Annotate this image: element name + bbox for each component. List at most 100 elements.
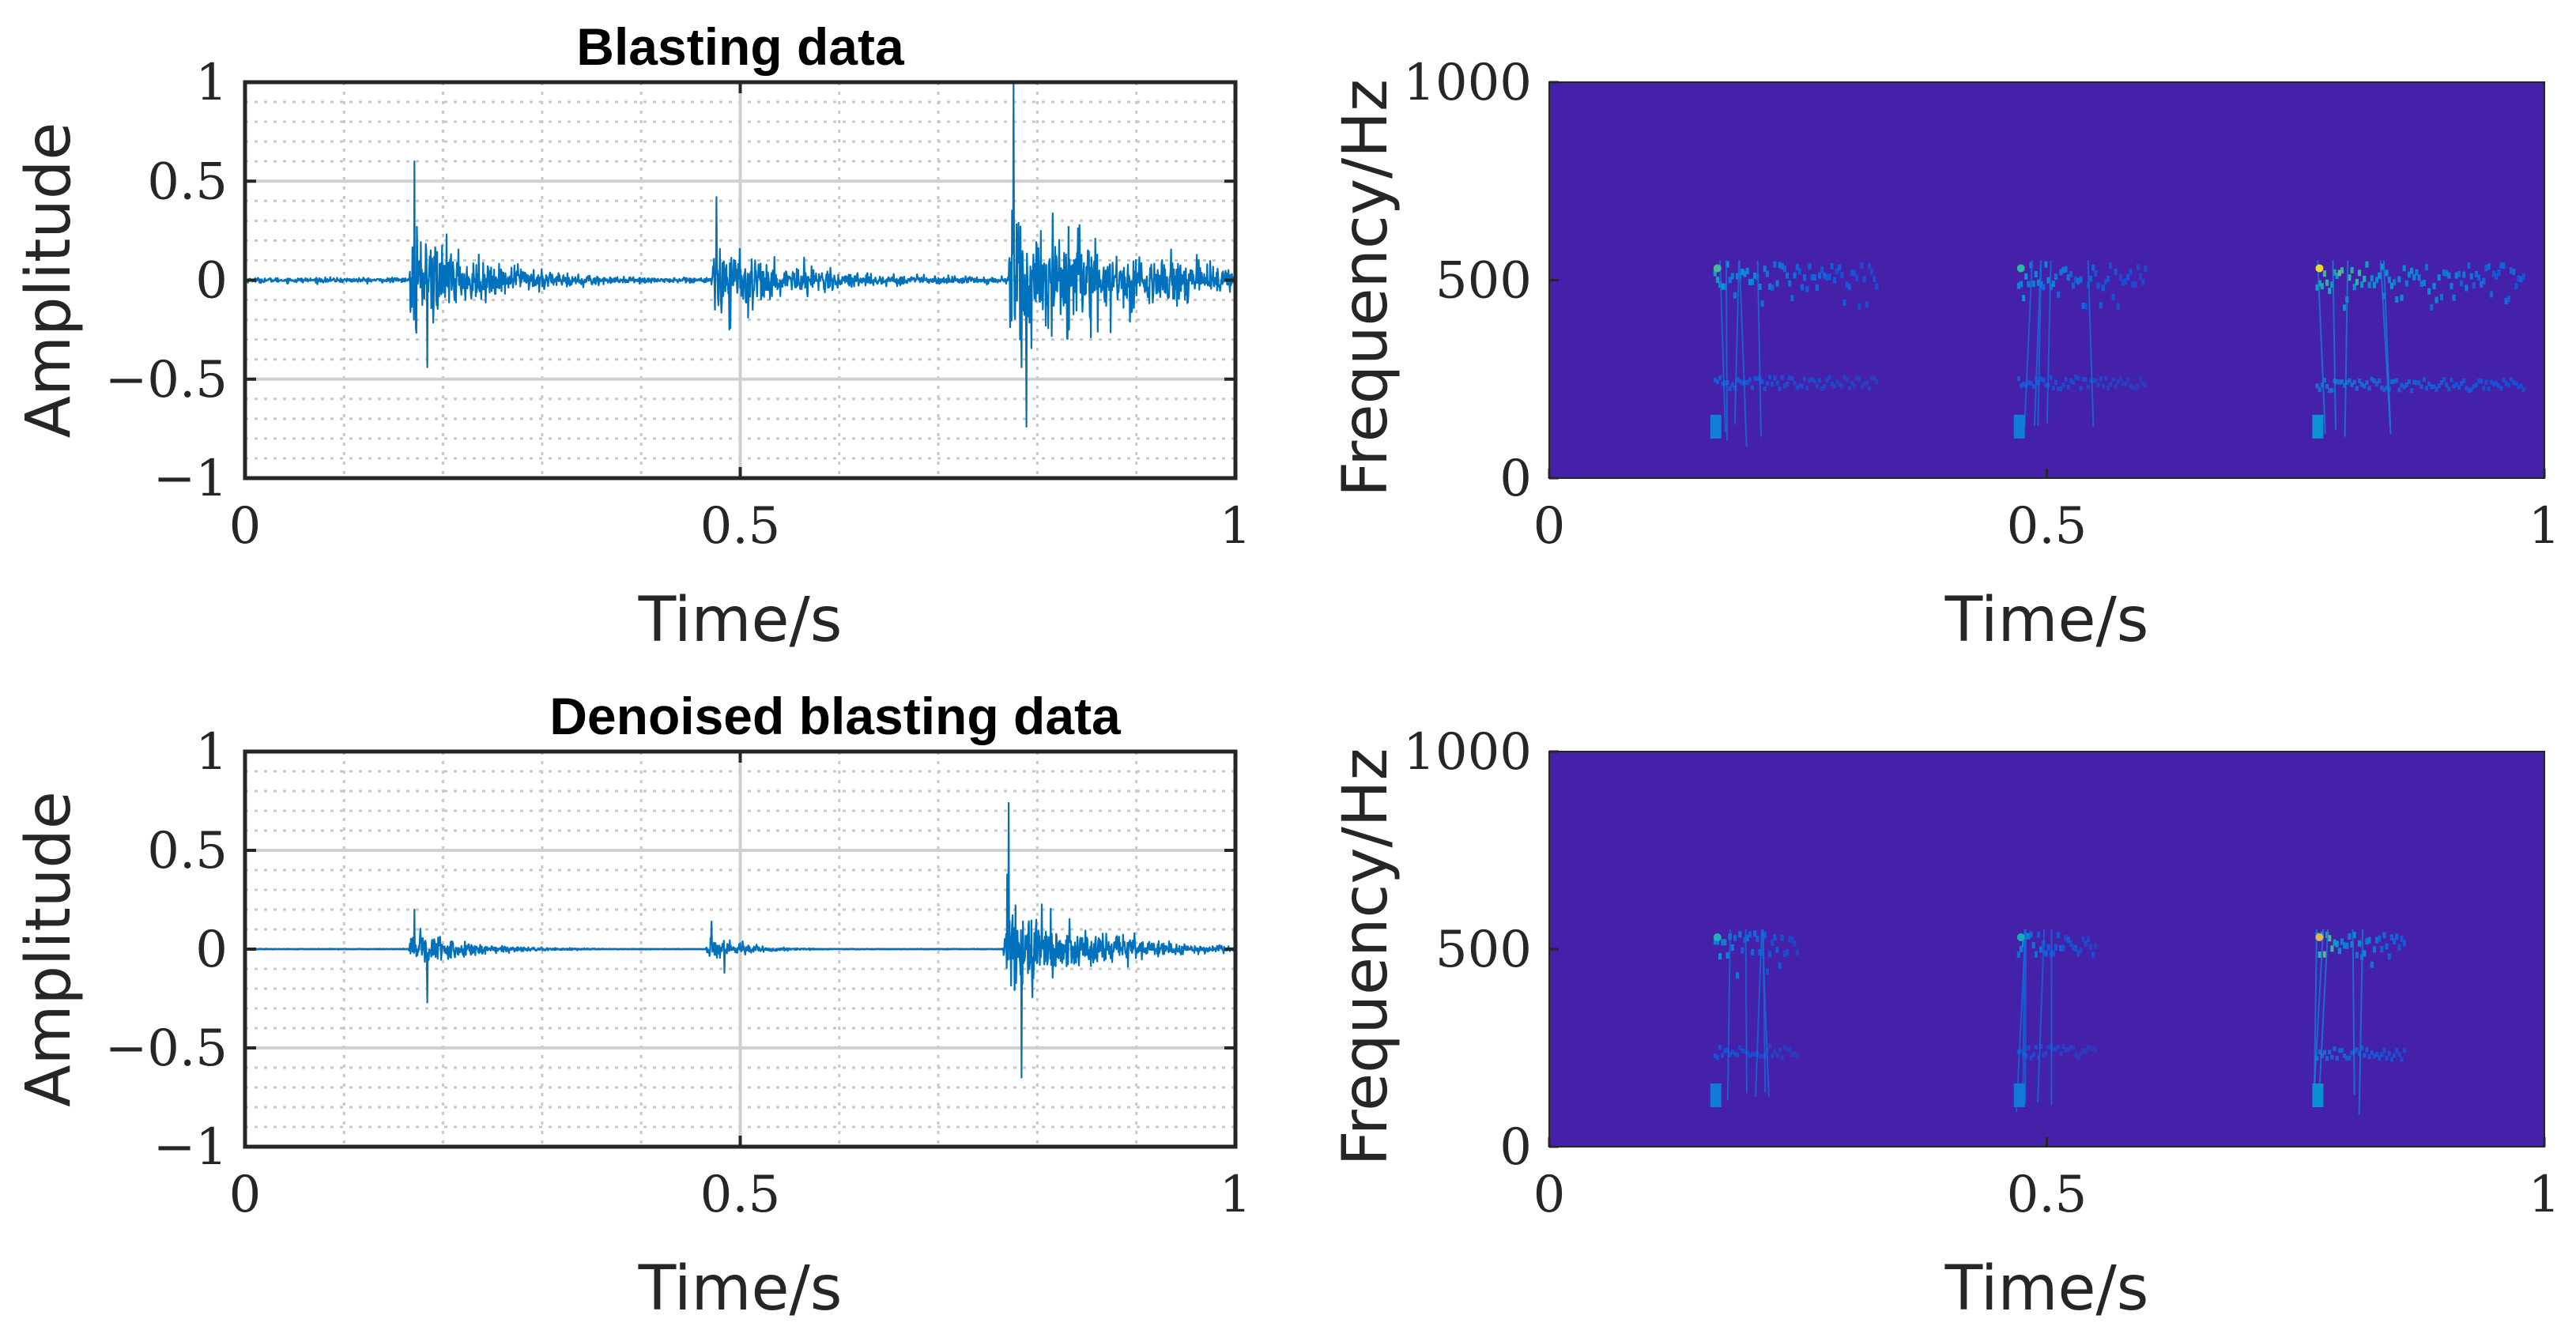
dominant-band-cell — [2474, 270, 2479, 277]
secondary-band-cell — [1852, 383, 1857, 389]
dominant-band-cell — [2071, 282, 2076, 289]
secondary-band-cell — [2109, 382, 2113, 387]
dominant-band-cell — [2061, 266, 2065, 273]
dominant-band-cell — [1748, 931, 1752, 938]
secondary-band-cell — [2512, 379, 2516, 385]
secondary-band-cell — [1748, 377, 1752, 382]
secondary-band-cell — [2337, 1048, 2341, 1053]
secondary-band-cell — [2452, 383, 2456, 389]
y-axis-label: Frequency/Hz — [1330, 748, 1401, 1166]
secondary-band-cell — [1780, 1055, 1784, 1061]
dominant-band-cell — [2042, 284, 2046, 291]
dominant-band-cell — [2337, 948, 2341, 955]
dominant-band-cell — [1830, 262, 1834, 269]
dominant-band-cell — [2459, 280, 2464, 287]
dominant-band-cell — [2111, 293, 2115, 300]
dominant-band-cell — [2352, 284, 2356, 291]
dominant-band-cell — [1838, 264, 1842, 271]
dominant-band-cell — [2029, 931, 2033, 938]
secondary-band-cell — [1741, 1048, 1744, 1053]
secondary-band-cell — [2350, 1050, 2354, 1056]
secondary-band-cell — [1842, 375, 1846, 380]
dominant-band-cell — [2126, 273, 2130, 281]
energy-streak — [2023, 260, 2033, 428]
dominant-band-cell — [2328, 935, 2332, 942]
dominant-band-cell — [2024, 273, 2028, 280]
secondary-band-cell — [1825, 378, 1829, 383]
dominant-band-cell — [2019, 945, 2023, 952]
dominant-band-cell — [1775, 947, 1779, 954]
x-tick-label: 0.5 — [700, 1166, 781, 1224]
secondary-band-cell — [2395, 378, 2399, 383]
energy-streak — [2033, 260, 2042, 426]
dominant-band-cell — [2497, 269, 2501, 276]
y-tick-label: −0.5 — [105, 1019, 228, 1078]
dominant-band-cell — [2382, 292, 2386, 300]
dominant-band-cell — [2340, 938, 2344, 945]
dominant-band-cell — [1793, 272, 1797, 279]
secondary-band-cell — [2367, 1054, 2371, 1060]
secondary-band-cell — [1790, 375, 1794, 381]
dominant-band-cell — [1758, 284, 1762, 291]
secondary-band-cell — [2469, 387, 2473, 393]
dominant-band-cell — [2096, 282, 2100, 289]
secondary-band-cell — [2402, 1048, 2406, 1053]
waveform-original-panel: 0 0.5 1 −1 −0.5 0 0.5 1 Blasting data Time/s Ampli… — [13, 17, 1251, 656]
energy-streak — [2313, 929, 2325, 1099]
secondary-band-cell — [2031, 1052, 2035, 1057]
secondary-band-cell — [1780, 375, 1784, 380]
secondary-band-cell — [2318, 1049, 2321, 1055]
secondary-band-cell — [2054, 1046, 2058, 1052]
dominant-band-cell — [2365, 938, 2369, 945]
energy-event — [1710, 929, 1799, 1107]
secondary-band-cell — [2114, 384, 2118, 390]
secondary-band-cell — [1723, 380, 1727, 386]
dominant-band-cell — [2382, 932, 2386, 939]
secondary-band-cell — [1793, 1051, 1797, 1057]
secondary-band-cell — [2509, 377, 2514, 382]
dominant-band-cell — [2348, 274, 2352, 281]
y-tick-label: 1000 — [1403, 723, 1532, 782]
signal-line — [245, 82, 1235, 428]
dominant-band-cell — [2333, 269, 2337, 276]
dominant-band-cell — [2397, 276, 2401, 283]
dominant-band-cell — [2355, 278, 2359, 285]
secondary-band-cell — [2064, 376, 2068, 382]
dominant-band-cell — [2417, 274, 2421, 281]
dominant-band-cell — [2372, 946, 2376, 953]
dominant-band-cell — [1850, 269, 1854, 276]
secondary-band-cell — [2393, 379, 2397, 384]
secondary-band-cell — [2101, 383, 2105, 389]
dominant-band-cell — [2437, 274, 2441, 281]
dominant-band-cell — [2086, 936, 2091, 943]
secondary-band-cell — [1845, 377, 1849, 382]
dominant-band-cell — [1788, 936, 1792, 943]
x-tick-label: 0.5 — [700, 497, 781, 556]
secondary-band-cell — [1736, 377, 1740, 382]
dominant-band-cell — [1767, 951, 1772, 958]
y-tick-label: 0.5 — [147, 822, 228, 880]
dominant-band-cell — [2066, 274, 2070, 281]
secondary-band-cell — [2499, 386, 2503, 391]
secondary-band-cell — [2057, 1045, 2061, 1050]
secondary-band-cell — [2027, 1045, 2031, 1050]
dominant-band-cell — [1743, 270, 1747, 277]
dominant-band-cell — [2465, 285, 2469, 292]
secondary-band-cell — [2328, 388, 2332, 394]
dominant-band-cell — [1870, 268, 1874, 275]
dominant-band-cell — [2081, 936, 2085, 943]
secondary-band-cell — [2096, 382, 2100, 388]
dominant-band-cell — [1873, 275, 1876, 282]
secondary-band-cell — [2415, 380, 2419, 386]
dominant-band-cell — [2430, 303, 2434, 311]
dominant-band-cell — [2322, 270, 2327, 277]
energy-event — [2013, 260, 2148, 439]
secondary-band-cell — [2521, 387, 2525, 393]
dominant-band-cell — [1862, 276, 1866, 283]
dominant-band-cell — [1860, 262, 1864, 269]
dominant-band-cell — [1753, 272, 1757, 279]
dominant-band-cell — [2114, 268, 2118, 275]
dominant-band-cell — [2054, 944, 2058, 951]
secondary-band-cell — [2345, 380, 2349, 386]
secondary-band-cell — [2103, 375, 2108, 381]
